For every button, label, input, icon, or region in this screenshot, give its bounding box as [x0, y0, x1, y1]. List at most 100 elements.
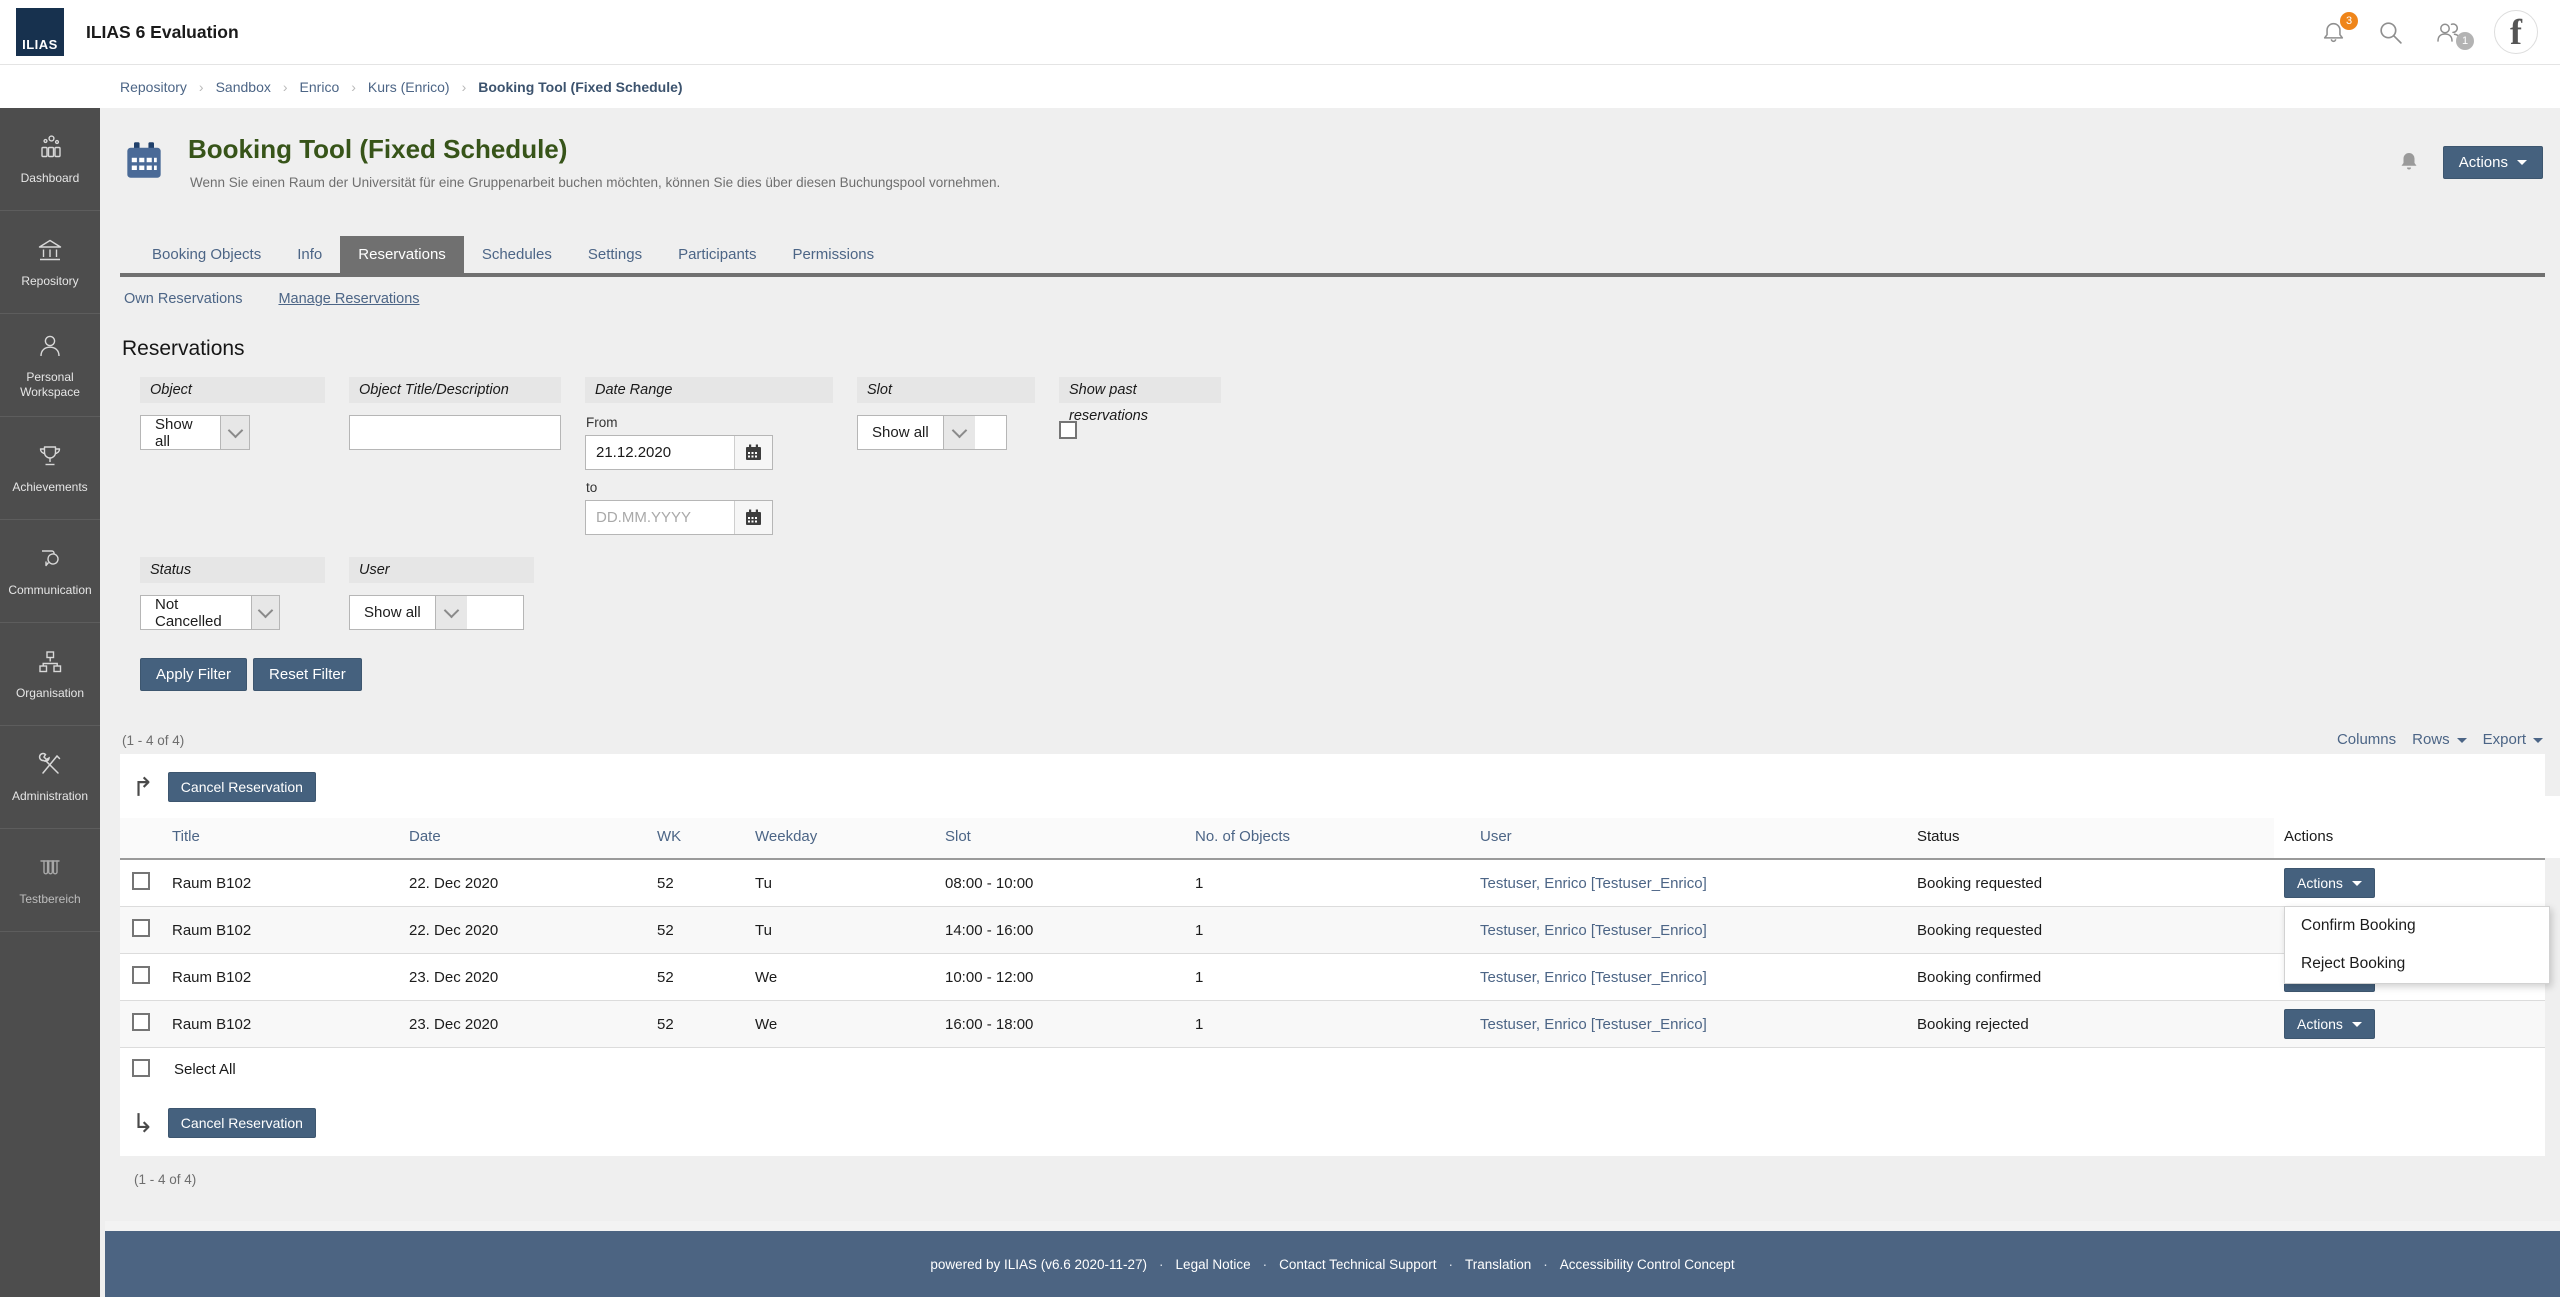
cell-status: Booking rejected: [1917, 1015, 2029, 1033]
header-slot[interactable]: Slot: [937, 818, 1187, 859]
table-view-controls: Columns Rows Export: [2337, 731, 2543, 748]
cell-wk: 52: [657, 1015, 674, 1033]
sidebar-item-label: Administration: [11, 789, 89, 803]
main-column: Booking Tool (Fixed Schedule) Wenn Sie e…: [100, 108, 2560, 1297]
title-description-input[interactable]: [349, 415, 561, 450]
cell-weekday: We: [755, 1015, 778, 1033]
footer-contact-support[interactable]: Contact Technical Support: [1251, 1257, 1436, 1272]
row-checkbox[interactable]: [132, 872, 150, 890]
tab-participants[interactable]: Participants: [678, 246, 757, 263]
sidebar-item-achievements[interactable]: Achievements: [0, 417, 100, 520]
row-checkbox[interactable]: [132, 966, 150, 984]
user-avatar[interactable]: f: [2494, 10, 2538, 54]
export-control[interactable]: Export: [2483, 731, 2543, 748]
subtab-bar: Own Reservations Manage Reservations: [120, 277, 2545, 307]
subtab-manage-reservations[interactable]: Manage Reservations: [278, 291, 420, 307]
tab-bar: Booking Objects Info Reservations Schedu…: [120, 236, 2545, 277]
tab-permissions[interactable]: Permissions: [792, 246, 875, 263]
filter-buttons: Apply Filter Reset Filter: [140, 658, 2545, 691]
footer-legal-notice[interactable]: Legal Notice: [1147, 1257, 1251, 1272]
filter-user-label: User: [349, 557, 534, 583]
object-select[interactable]: Show all: [140, 415, 250, 450]
cancel-reservation-button-top[interactable]: Cancel Reservation: [167, 772, 316, 802]
reset-filter-button[interactable]: Reset Filter: [253, 658, 362, 691]
header-actions: Actions: [2204, 796, 2560, 859]
sidebar-item-communication[interactable]: Communication: [0, 520, 100, 623]
header-wk[interactable]: WK: [649, 818, 747, 859]
user-link[interactable]: Testuser, Enrico [Testuser_Enrico]: [1480, 968, 1707, 986]
row-checkbox[interactable]: [132, 919, 150, 937]
filter-slot: Slot Show all: [857, 377, 1035, 450]
trophy-icon: [35, 441, 65, 471]
breadcrumb-sandbox[interactable]: Sandbox: [187, 79, 271, 95]
filter-date-range: Date Range From: [585, 377, 833, 535]
footer-accessibility[interactable]: Accessibility Control Concept: [1531, 1257, 1735, 1272]
row-checkbox[interactable]: [132, 1013, 150, 1031]
calendar-icon[interactable]: [734, 436, 772, 469]
header-weekday[interactable]: Weekday: [747, 818, 937, 859]
breadcrumb-enrico[interactable]: Enrico: [271, 79, 340, 95]
breadcrumb-kurs-enrico[interactable]: Kurs (Enrico): [339, 79, 450, 95]
cell-slot: 10:00 - 12:00: [945, 968, 1034, 986]
actions-column-highlight: [2274, 796, 2560, 858]
breadcrumb: Repository Sandbox Enrico Kurs (Enrico) …: [120, 79, 683, 95]
sidebar-item-organisation[interactable]: Organisation: [0, 623, 100, 726]
date-to-input[interactable]: [586, 501, 734, 534]
sidebar-item-testbereich[interactable]: Testbereich: [0, 829, 100, 932]
apply-to-selected-down-arrow-icon: ↳: [132, 1107, 154, 1138]
user-link[interactable]: Testuser, Enrico [Testuser_Enrico]: [1480, 921, 1707, 939]
user-select[interactable]: Show all: [349, 595, 524, 630]
breadcrumb-booking-tool[interactable]: Booking Tool (Fixed Schedule): [450, 79, 682, 95]
notifications-bell-icon[interactable]: 3: [2320, 11, 2358, 46]
cell-objects: 1: [1195, 921, 1204, 939]
search-icon[interactable]: [2377, 19, 2404, 46]
page-content: Booking Tool (Fixed Schedule) Wenn Sie e…: [100, 108, 2560, 1221]
page-actions-button[interactable]: Actions: [2442, 146, 2543, 179]
columns-control[interactable]: Columns: [2336, 731, 2397, 748]
tab-info[interactable]: Info: [297, 246, 323, 263]
rows-control[interactable]: Rows: [2412, 731, 2467, 748]
confirm-booking-menu-item[interactable]: Confirm Booking: [2301, 917, 2416, 934]
tab-settings[interactable]: Settings: [587, 246, 643, 263]
tab-booking-objects[interactable]: Booking Objects: [152, 246, 262, 263]
row-actions-button[interactable]: Actions: [2284, 1009, 2375, 1039]
header-objects[interactable]: No. of Objects: [1187, 818, 1472, 859]
user-link[interactable]: Testuser, Enrico [Testuser_Enrico]: [1480, 1015, 1707, 1033]
footer-translation[interactable]: Translation: [1436, 1257, 1531, 1272]
status-select[interactable]: Not Cancelled: [140, 595, 280, 630]
slot-select[interactable]: Show all: [857, 415, 1007, 450]
cell-title: Raum B102: [172, 968, 252, 986]
chevron-down-icon: [434, 596, 467, 629]
select-all-checkbox[interactable]: [132, 1058, 150, 1077]
tab-schedules[interactable]: Schedules: [481, 246, 552, 263]
sidebar-item-dashboard[interactable]: Dashboard: [0, 108, 100, 211]
notification-activation-bell-icon[interactable]: [2399, 152, 2419, 174]
sidebar-item-repository[interactable]: Repository: [0, 211, 100, 314]
ilias-logo[interactable]: ILIAS: [16, 8, 64, 56]
header-title[interactable]: Title: [164, 818, 401, 859]
date-from-input[interactable]: [586, 436, 734, 469]
breadcrumb-repository[interactable]: Repository: [120, 78, 187, 95]
filter-show-past-label: Show past reservations: [1059, 377, 1221, 424]
sidebar-item-label: Personal Workspace: [20, 369, 80, 399]
row-actions-button[interactable]: Actions: [2284, 868, 2375, 898]
table-row: Raum B102 23. Dec 2020 52 We 10:00 - 12:…: [120, 953, 2545, 1001]
reject-booking-menu-item[interactable]: Reject Booking: [2301, 955, 2406, 972]
header-user[interactable]: User: [1472, 818, 1909, 859]
apply-filter-button[interactable]: Apply Filter: [140, 658, 248, 691]
sidebar-item-administration[interactable]: Administration: [0, 726, 100, 829]
cancel-reservation-button-bottom[interactable]: Cancel Reservation: [167, 1107, 316, 1138]
header-date[interactable]: Date: [401, 818, 649, 859]
footer-powered-by[interactable]: powered by ILIAS (v6.6 2020-11-27): [930, 1256, 1148, 1272]
tab-reservations[interactable]: Reservations: [340, 236, 464, 273]
sidebar-item-personal-workspace[interactable]: Personal Workspace: [0, 314, 100, 417]
calendar-icon[interactable]: [734, 501, 772, 534]
date-to-group: [585, 500, 773, 535]
cell-weekday: Tu: [755, 921, 772, 939]
subtab-own-reservations[interactable]: Own Reservations: [124, 291, 243, 307]
person-icon: [35, 331, 65, 361]
date-from-label: From: [586, 415, 618, 430]
show-past-reservations-checkbox[interactable]: [1059, 421, 1077, 439]
user-link[interactable]: Testuser, Enrico [Testuser_Enrico]: [1480, 874, 1707, 892]
contacts-icon[interactable]: 1: [2434, 19, 2474, 50]
